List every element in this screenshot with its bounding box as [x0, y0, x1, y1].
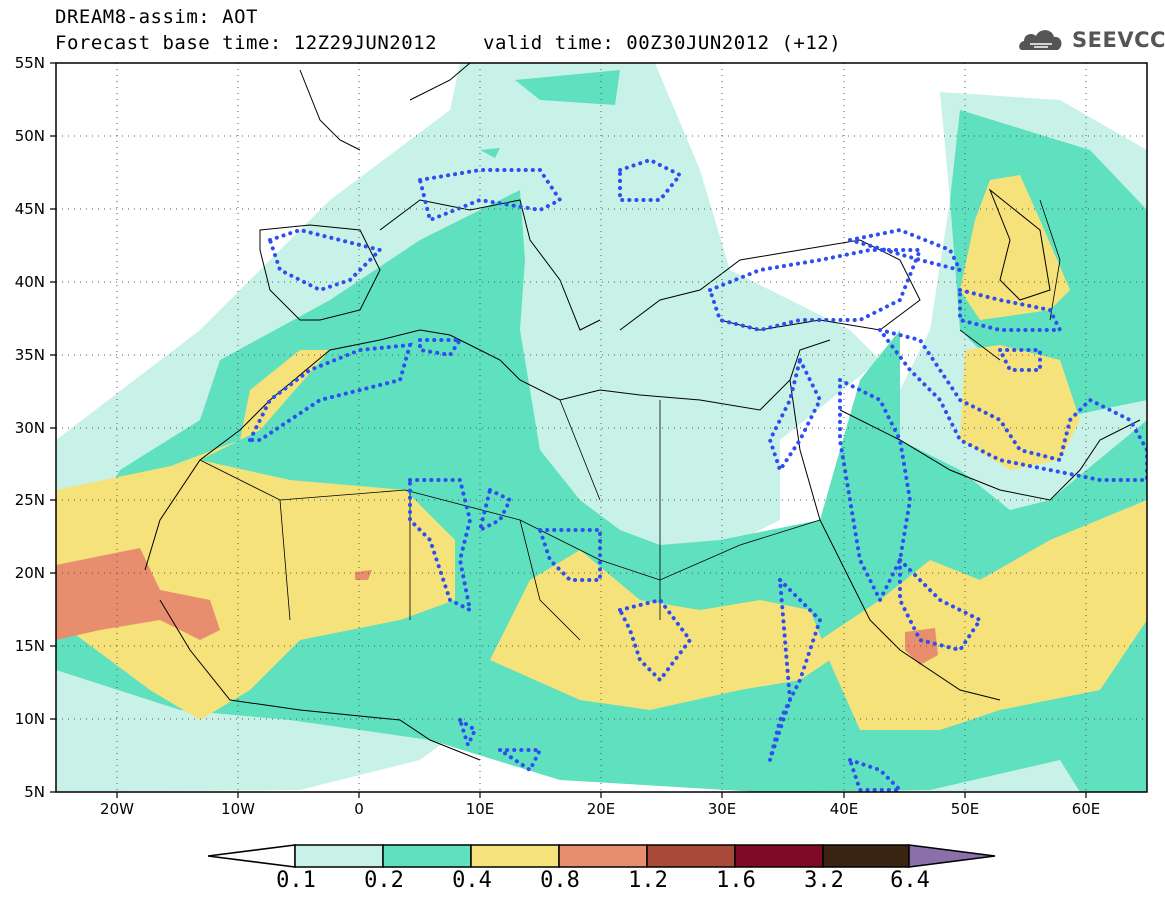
colorbar-label: 3.2 — [804, 868, 844, 893]
lon-label: 40E — [830, 800, 859, 818]
lon-label: 10E — [466, 800, 495, 818]
aot-band-0-4 — [56, 175, 1147, 730]
logo-text: SEEVCCC — [1072, 28, 1165, 52]
colorbar-right-arrow — [908, 844, 996, 868]
colorbar-label: 0.2 — [364, 868, 404, 893]
lat-label: 30N — [15, 419, 45, 437]
colorbar-swatch — [382, 844, 472, 868]
lat-label: 45N — [15, 200, 45, 218]
longitude-labels: 20W 10W 0 10E 20E 30E 40E 50E 60E — [100, 800, 1100, 818]
lat-label: 40N — [15, 273, 45, 291]
lat-label: 50N — [15, 127, 45, 145]
lon-label: 20E — [587, 800, 616, 818]
axis-ticks — [50, 62, 1087, 798]
lat-label: 20N — [15, 564, 45, 582]
colorbar-swatch — [822, 844, 910, 868]
map-title: DREAM8-assim: AOT — [55, 6, 258, 28]
colorbar-swatch — [294, 844, 384, 868]
colorbar-swatch — [646, 844, 736, 868]
lat-label: 25N — [15, 491, 45, 509]
lat-label: 10N — [15, 710, 45, 728]
coastlines — [144, 63, 1141, 761]
lon-label: 0 — [354, 800, 364, 818]
colorbar-swatch — [558, 844, 648, 868]
latitude-labels: 55N 50N 45N 40N 35N 30N 25N 20N 15N 10N … — [15, 54, 45, 801]
colorbar-left-arrow — [207, 844, 296, 868]
lat-label: 5N — [24, 783, 45, 801]
lon-label: 50E — [951, 800, 980, 818]
dust-contour — [246, 157, 1147, 792]
colorbar-label: 1.2 — [628, 868, 668, 893]
country-borders — [199, 199, 1061, 641]
colorbar-swatch — [470, 844, 560, 868]
lat-label: 35N — [15, 346, 45, 364]
cloud-icon — [1019, 30, 1062, 50]
lon-label: 20W — [100, 800, 134, 818]
base-time-label: Forecast base time: 12Z29JUN2012 — [55, 32, 438, 54]
lat-label: 15N — [15, 637, 45, 655]
aot-band-0-8 — [56, 548, 938, 665]
colorbar-label: 0.4 — [452, 868, 492, 893]
lon-label: 30E — [708, 800, 737, 818]
colorbar — [207, 844, 996, 868]
colorbar-label: 1.6 — [716, 868, 756, 893]
colorbar-label: 0.8 — [540, 868, 580, 893]
colorbar-swatch — [734, 844, 824, 868]
colorbar-label: 0.1 — [276, 868, 316, 893]
lon-label: 10W — [221, 800, 255, 818]
colorbar-label: 6.4 — [890, 868, 930, 893]
valid-time-label: valid time: 00Z30JUN2012 (+12) — [483, 32, 842, 54]
lat-label: 55N — [15, 54, 45, 72]
lon-label: 60E — [1072, 800, 1101, 818]
